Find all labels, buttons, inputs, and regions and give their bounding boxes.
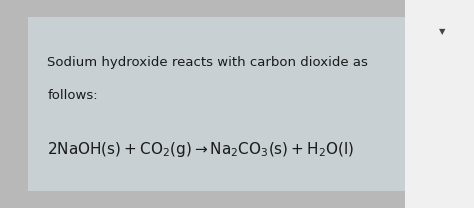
Text: $\mathrm{2NaOH(s) + CO_2(g) \rightarrow Na_2CO_3(s) + H_2O(l)}$: $\mathrm{2NaOH(s) + CO_2(g) \rightarrow …: [47, 140, 355, 159]
Bar: [28, 17, 405, 191]
Text: ▼: ▼: [438, 27, 445, 36]
Text: Sodium hydroxide reacts with carbon dioxide as: Sodium hydroxide reacts with carbon diox…: [47, 56, 368, 69]
Text: follows:: follows:: [47, 89, 98, 102]
Bar: [405, 0, 474, 208]
